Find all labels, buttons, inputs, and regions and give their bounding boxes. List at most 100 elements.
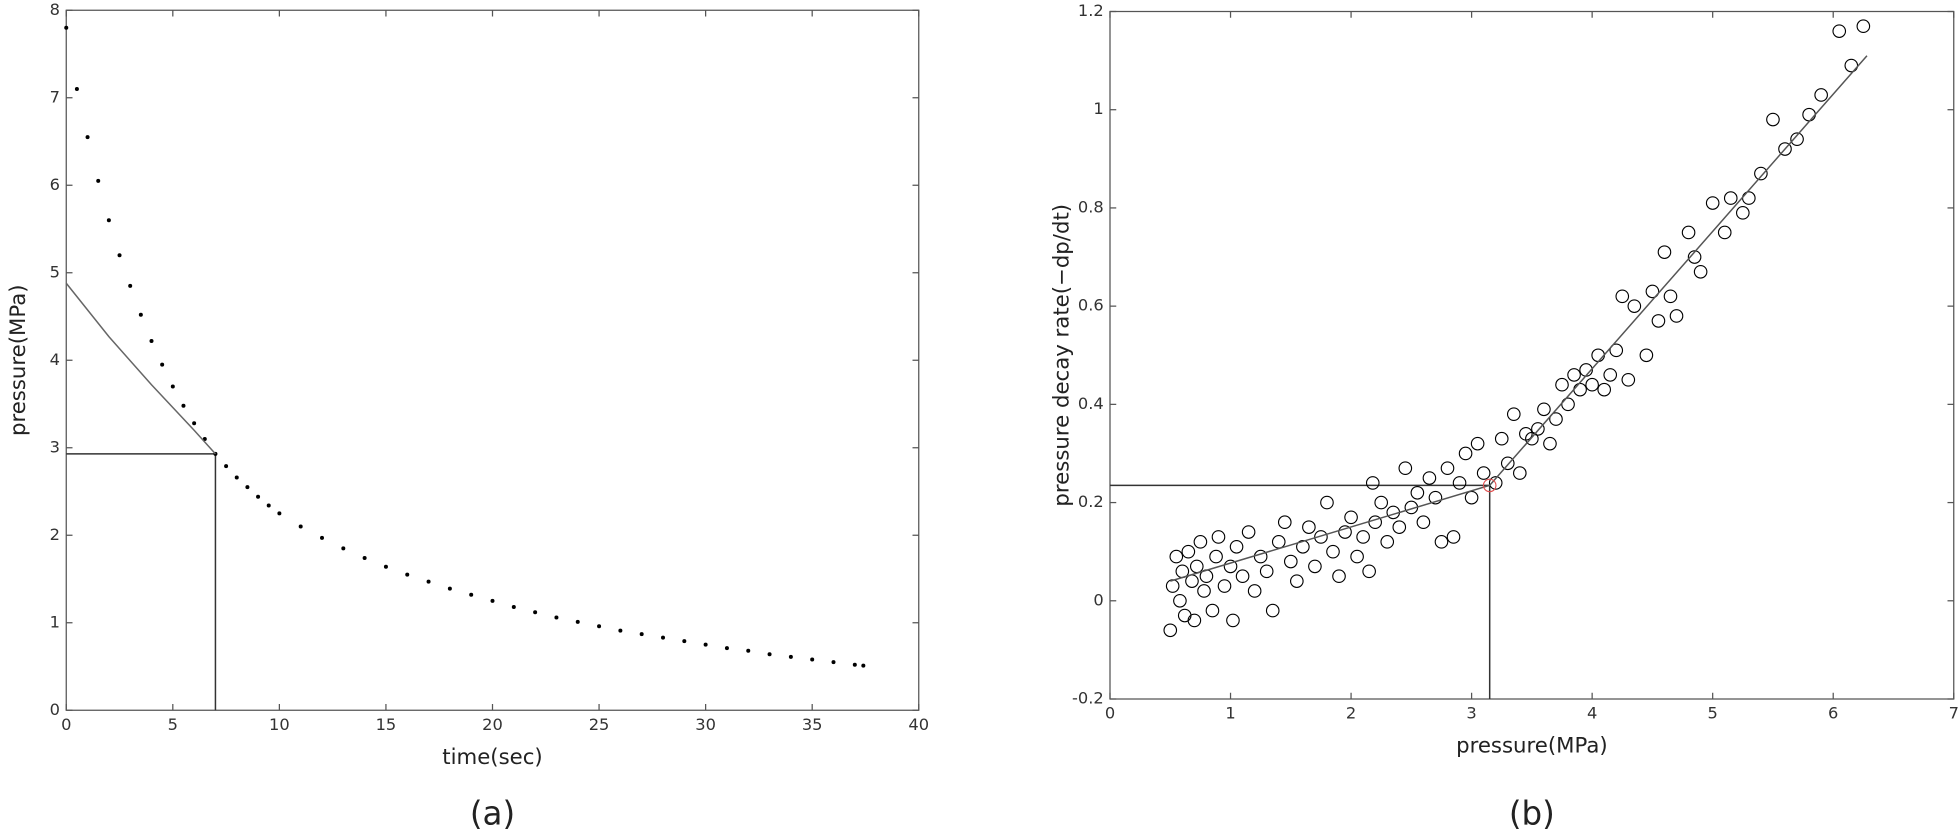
data-point bbox=[1573, 382, 1587, 397]
data-point bbox=[1226, 613, 1240, 628]
data-point bbox=[234, 475, 239, 480]
x-tick-label: 30 bbox=[695, 715, 716, 734]
y-tick-label: -0.2 bbox=[1072, 689, 1104, 708]
data-point bbox=[149, 339, 154, 343]
data-point bbox=[746, 648, 751, 653]
x-tick-label: 5 bbox=[1708, 704, 1718, 723]
y-tick-label: 8 bbox=[50, 0, 60, 19]
data-point bbox=[1217, 579, 1232, 593]
data-point bbox=[1211, 530, 1226, 544]
data-point bbox=[1241, 525, 1256, 539]
data-point bbox=[1189, 559, 1204, 574]
data-point bbox=[1778, 142, 1792, 156]
data-point bbox=[1446, 530, 1461, 544]
data-point bbox=[1506, 407, 1521, 421]
y-tick-label: 0.8 bbox=[1078, 197, 1104, 216]
data-point bbox=[1265, 603, 1280, 618]
y-axis-label: pressure decay rate(−dp/dt) bbox=[1050, 204, 1075, 507]
data-point bbox=[1277, 515, 1292, 530]
data-point bbox=[1723, 191, 1738, 205]
data-point bbox=[117, 253, 122, 258]
data-point bbox=[469, 592, 474, 597]
x-axis-label: pressure(MPa) bbox=[1456, 734, 1608, 759]
data-point bbox=[490, 598, 495, 603]
data-point bbox=[128, 283, 133, 288]
data-point bbox=[1458, 446, 1473, 461]
data-point bbox=[788, 654, 793, 659]
data-point bbox=[74, 87, 79, 91]
data-point bbox=[1615, 289, 1630, 304]
data-point bbox=[1165, 579, 1180, 593]
data-point bbox=[1639, 348, 1654, 363]
data-point bbox=[1283, 554, 1298, 569]
data-point bbox=[1380, 535, 1395, 549]
data-point bbox=[1687, 250, 1702, 264]
data-point bbox=[1410, 485, 1425, 500]
data-point bbox=[1181, 544, 1196, 559]
data-point bbox=[447, 586, 452, 591]
data-point bbox=[767, 652, 772, 657]
data-point bbox=[1271, 535, 1286, 549]
data-point bbox=[1290, 574, 1304, 588]
y-tick-label: 1 bbox=[50, 612, 60, 631]
data-point bbox=[1657, 245, 1672, 259]
data-point bbox=[1856, 19, 1871, 34]
data-point bbox=[1187, 613, 1202, 628]
data-point bbox=[703, 642, 708, 647]
data-point bbox=[1365, 476, 1380, 490]
data-point bbox=[1332, 569, 1346, 584]
data-point bbox=[85, 135, 90, 140]
data-point bbox=[1205, 603, 1220, 618]
x-tick-label: 1 bbox=[1225, 704, 1235, 723]
data-point bbox=[1597, 382, 1612, 397]
data-point bbox=[405, 572, 410, 577]
data-point bbox=[1627, 299, 1642, 313]
plot-frame bbox=[65, 9, 920, 711]
data-point bbox=[1651, 314, 1666, 328]
data-point bbox=[256, 494, 261, 499]
data-point bbox=[618, 628, 623, 633]
data-point bbox=[181, 403, 186, 408]
data-point bbox=[1549, 412, 1563, 426]
data-point bbox=[1814, 88, 1828, 102]
data-point bbox=[1374, 495, 1389, 510]
data-point bbox=[1229, 539, 1244, 554]
x-tick-label: 0 bbox=[61, 715, 71, 734]
data-point bbox=[96, 178, 101, 183]
data-point bbox=[831, 660, 836, 665]
data-point bbox=[1476, 466, 1491, 480]
data-point bbox=[1416, 515, 1431, 530]
x-tick-label: 10 bbox=[269, 715, 290, 734]
data-point bbox=[1585, 377, 1599, 392]
data-point bbox=[341, 546, 346, 551]
data-point bbox=[1669, 309, 1684, 323]
data-point bbox=[1705, 196, 1720, 210]
data-point bbox=[170, 384, 175, 389]
data-point bbox=[383, 564, 388, 569]
y-tick-label: 7 bbox=[50, 87, 60, 106]
data-point bbox=[138, 312, 143, 317]
data-point bbox=[1422, 471, 1437, 485]
plot-frame bbox=[1109, 10, 1955, 700]
data-point bbox=[1693, 264, 1708, 279]
data-point bbox=[106, 218, 111, 223]
data-point bbox=[1259, 564, 1274, 579]
y-tick-label: 6 bbox=[50, 175, 60, 194]
data-point bbox=[1844, 58, 1859, 73]
data-point bbox=[277, 511, 282, 516]
data-point bbox=[1434, 535, 1449, 549]
data-point bbox=[1177, 608, 1192, 623]
data-point bbox=[661, 635, 666, 640]
y-tick-label: 0 bbox=[1093, 590, 1103, 609]
data-point bbox=[1567, 368, 1581, 382]
fit-line bbox=[1170, 55, 1868, 582]
data-point bbox=[1561, 397, 1575, 412]
data-point bbox=[1398, 461, 1413, 476]
data-point bbox=[682, 639, 687, 644]
data-point bbox=[1163, 623, 1178, 638]
x-tick-label: 0 bbox=[1105, 704, 1115, 723]
data-point bbox=[1494, 431, 1509, 446]
data-point bbox=[1326, 544, 1340, 559]
data-point bbox=[1338, 525, 1352, 539]
data-point bbox=[1537, 402, 1551, 417]
